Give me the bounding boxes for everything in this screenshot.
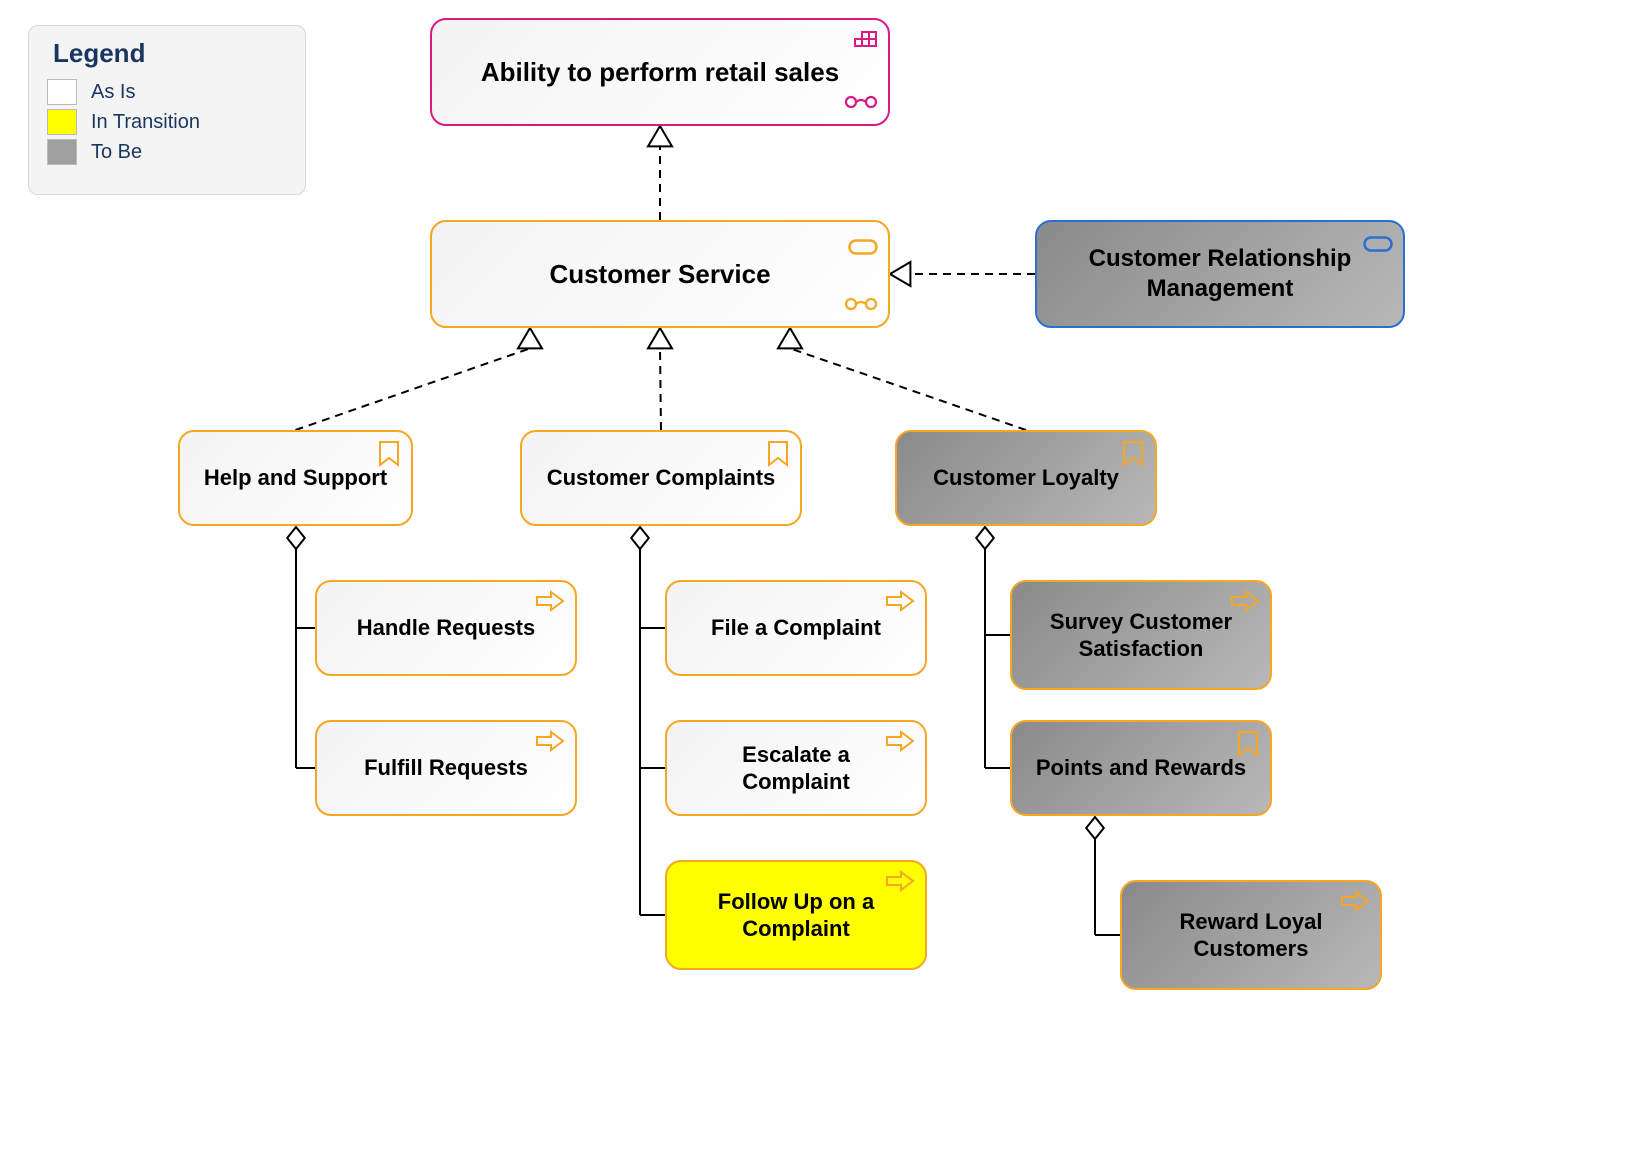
- legend-swatch: [47, 139, 77, 165]
- grid-icon: [852, 28, 878, 61]
- oval-icon: [1363, 230, 1393, 260]
- node-help[interactable]: Help and Support: [178, 430, 413, 526]
- diagram-canvas: { "canvas": { "width": 1647, "height": 1…: [0, 0, 1647, 1156]
- legend-title: Legend: [53, 38, 287, 69]
- node-label: Survey Customer Satisfaction: [1034, 608, 1248, 663]
- arrow-icon: [1340, 890, 1370, 919]
- bookmark-icon: [377, 440, 401, 475]
- node-label: Handle Requests: [357, 614, 536, 642]
- node-reward[interactable]: Reward Loyal Customers: [1120, 880, 1382, 990]
- node-label: Help and Support: [204, 464, 387, 492]
- node-label: Customer Service: [549, 258, 770, 291]
- legend-label: In Transition: [91, 111, 200, 134]
- node-cap[interactable]: Ability to perform retail sales: [430, 18, 890, 126]
- node-points[interactable]: Points and Rewards: [1010, 720, 1272, 816]
- node-label: Follow Up on a Complaint: [689, 888, 903, 943]
- legend-item: To Be: [47, 139, 287, 165]
- node-comp[interactable]: Customer Complaints: [520, 430, 802, 526]
- arrow-icon: [885, 590, 915, 619]
- node-label: File a Complaint: [711, 614, 881, 642]
- node-freq[interactable]: Fulfill Requests: [315, 720, 577, 816]
- legend-swatch: [47, 79, 77, 105]
- node-cs[interactable]: Customer Service: [430, 220, 890, 328]
- node-label: Fulfill Requests: [364, 754, 528, 782]
- node-label: Customer Loyalty: [933, 464, 1119, 492]
- bookmark-icon: [766, 440, 790, 475]
- legend-box: Legend As Is In Transition To Be: [28, 25, 306, 195]
- legend-swatch: [47, 109, 77, 135]
- glasses-icon: [844, 84, 878, 117]
- node-label: Ability to perform retail sales: [481, 56, 839, 89]
- arrow-icon: [885, 870, 915, 899]
- node-label: Escalate a Complaint: [689, 741, 903, 796]
- arrow-icon: [1230, 590, 1260, 619]
- node-esc[interactable]: Escalate a Complaint: [665, 720, 927, 816]
- arrow-icon: [535, 590, 565, 619]
- node-label: Customer Relationship Management: [1059, 244, 1381, 304]
- node-survey[interactable]: Survey Customer Satisfaction: [1010, 580, 1272, 690]
- legend-item: As Is: [47, 79, 287, 105]
- oval-icon: [848, 230, 878, 263]
- node-label: Reward Loyal Customers: [1144, 908, 1358, 963]
- legend-label: As Is: [91, 81, 135, 104]
- node-crm[interactable]: Customer Relationship Management: [1035, 220, 1405, 328]
- node-label: Customer Complaints: [547, 464, 776, 492]
- legend-item: In Transition: [47, 109, 287, 135]
- bookmark-icon: [1121, 440, 1145, 475]
- node-loyal[interactable]: Customer Loyalty: [895, 430, 1157, 526]
- node-label: Points and Rewards: [1036, 754, 1246, 782]
- arrow-icon: [885, 730, 915, 759]
- legend-label: To Be: [91, 141, 142, 164]
- arrow-icon: [535, 730, 565, 759]
- glasses-icon: [844, 286, 878, 319]
- node-hreq[interactable]: Handle Requests: [315, 580, 577, 676]
- node-file[interactable]: File a Complaint: [665, 580, 927, 676]
- bookmark-icon: [1236, 730, 1260, 765]
- node-follow[interactable]: Follow Up on a Complaint: [665, 860, 927, 970]
